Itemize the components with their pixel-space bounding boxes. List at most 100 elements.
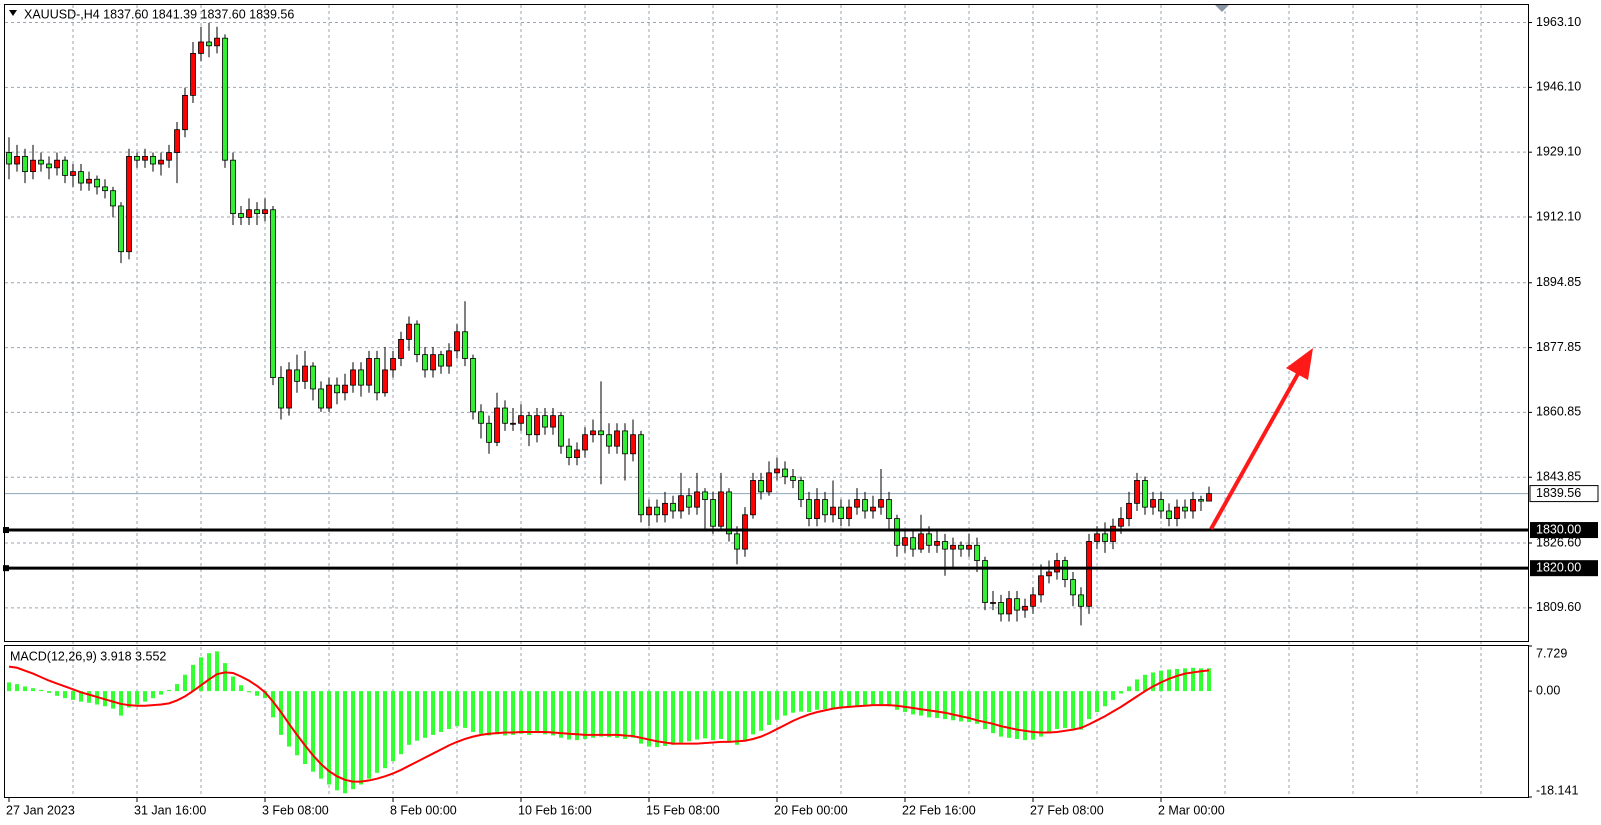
candle-body [46, 163, 52, 169]
macd-bar [863, 691, 867, 707]
macd-bar [1095, 691, 1099, 713]
candle-body [390, 358, 396, 371]
candle-body [222, 37, 228, 161]
y-tick-label: -18.141 [1536, 783, 1578, 797]
macd-bar [1079, 691, 1083, 730]
macd-bar [311, 691, 315, 772]
macd-bar [191, 664, 195, 692]
candle-body [878, 499, 884, 508]
candle-body [438, 354, 444, 367]
macd-bar [263, 691, 267, 699]
macd-bar [1207, 668, 1211, 692]
candle-body [638, 434, 644, 516]
macd-bar [783, 691, 787, 716]
candle-body [766, 472, 772, 493]
candle-body [262, 209, 268, 214]
macd-bar [1199, 668, 1203, 692]
macd-bar [47, 691, 51, 693]
candle-body [302, 365, 308, 382]
macd-bar [503, 691, 507, 736]
y-tick-label: 1912.10 [1536, 209, 1581, 223]
macd-bar [599, 691, 603, 737]
macd-bar [159, 691, 163, 695]
macd-bar [831, 691, 835, 709]
macd-bar [247, 691, 251, 693]
candle-body [542, 415, 548, 428]
candle-body [206, 41, 212, 47]
macd-bar [1183, 668, 1187, 692]
macd-bar [847, 691, 851, 708]
macd-bar [447, 691, 451, 730]
macd-bar [1103, 691, 1107, 707]
candle-body [934, 541, 940, 546]
macd-bar [15, 684, 19, 692]
level-label-box [1530, 522, 1598, 539]
macd-bar [223, 663, 227, 692]
candle-body [38, 159, 44, 165]
candle-body [590, 430, 596, 436]
candle-body [566, 445, 572, 458]
x-tick-label: 3 Feb 08:00 [262, 803, 329, 817]
candle-body [502, 407, 508, 424]
macd-bar [583, 691, 587, 739]
trend-arrow [1209, 348, 1313, 530]
macd-bar [295, 691, 299, 756]
y-tick-label: 1894.85 [1536, 275, 1581, 289]
candle-body [990, 602, 996, 604]
macd-pane-frame [4, 645, 1529, 798]
candle-body [886, 499, 892, 520]
macd-title: MACD(12,26,9) 3.918 3.552 [10, 649, 166, 663]
candle-body [166, 152, 172, 161]
macd-bar [1175, 668, 1179, 692]
candle-body [526, 415, 532, 436]
candle-body [998, 602, 1004, 615]
macd-bar [31, 688, 35, 692]
candle-body [270, 209, 276, 378]
macd-bar [1167, 669, 1171, 692]
macd-bar [239, 685, 243, 692]
macd-bar [919, 691, 923, 716]
macd-bar [823, 691, 827, 710]
candle-body [678, 495, 684, 512]
candle-body [1182, 506, 1188, 512]
candle-body [342, 384, 348, 394]
macd-bar [719, 691, 723, 739]
candle-body [118, 205, 124, 253]
x-tick-label: 8 Feb 00:00 [390, 803, 457, 817]
macd-bar [151, 691, 155, 699]
candle-body [550, 415, 556, 428]
grid-layer [5, 5, 1528, 797]
macd-bar [375, 691, 379, 773]
candle-body [838, 506, 844, 520]
macd-bar [903, 691, 907, 713]
candle-body [1126, 502, 1132, 520]
candle-body [1206, 493, 1212, 502]
macd-bar [567, 691, 571, 740]
macd-bar [1151, 672, 1155, 692]
macd-bar [991, 691, 995, 734]
macd-bar [647, 691, 651, 747]
macd-bar [623, 691, 627, 739]
x-tick-label: 15 Feb 08:00 [646, 803, 720, 817]
macd-bar [695, 691, 699, 740]
candle-body [462, 331, 468, 359]
macd-bar [807, 691, 811, 713]
x-tick-label: 22 Feb 16:00 [902, 803, 976, 817]
candle-body [126, 155, 132, 253]
candle-body [1014, 598, 1020, 611]
candle-body [478, 411, 484, 424]
candle-body [374, 358, 380, 394]
candle-body [702, 491, 708, 500]
macd-bar [1047, 691, 1051, 734]
macd-bar [343, 691, 347, 794]
candle-body [950, 544, 956, 550]
candle-body [758, 480, 764, 493]
macd-bar [943, 691, 947, 720]
macd-bar [951, 691, 955, 721]
macd-bar [167, 689, 171, 692]
last-price-label: 1839.56 [1536, 486, 1581, 500]
candle-body [1038, 575, 1044, 596]
candle-body [1022, 605, 1028, 611]
candle-body [1142, 480, 1148, 508]
